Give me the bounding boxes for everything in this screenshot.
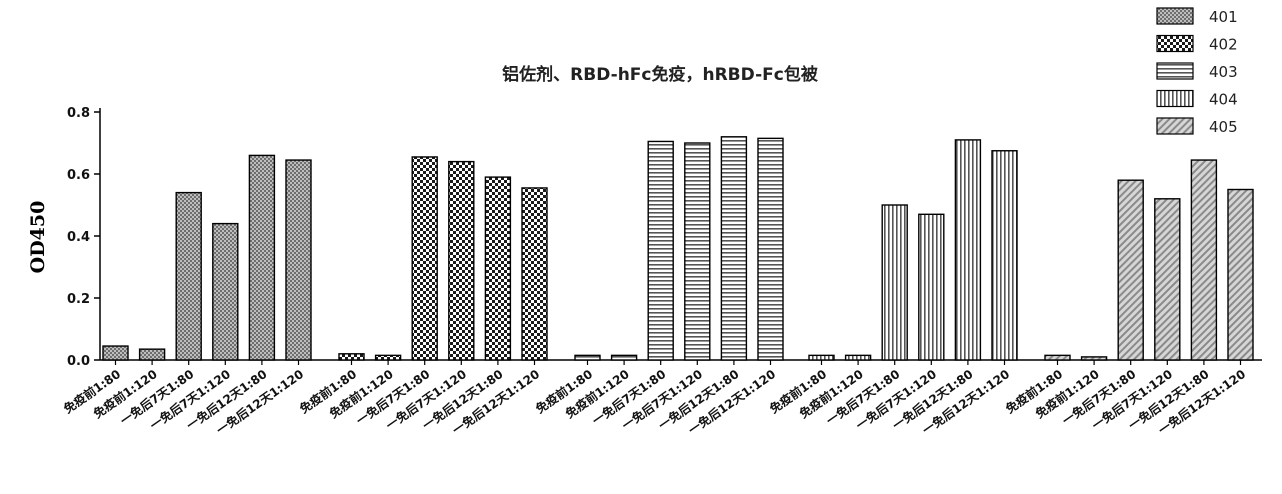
legend-swatch: [1156, 62, 1194, 80]
series-404: [808, 139, 1018, 361]
bar-405-3: [1117, 179, 1144, 361]
bar-405-5: [1190, 159, 1218, 361]
bar-401-5: [248, 154, 276, 361]
y-tick-label: 0.4: [67, 230, 90, 245]
series-403: [574, 136, 784, 361]
bar-404-2: [844, 354, 872, 361]
bar-402-4: [448, 160, 475, 361]
legend-label: 401: [1209, 8, 1238, 26]
y-tick-label: 0.2: [67, 292, 90, 307]
category-labels: 免疫前1:80免疫前1:120一免后7天1:80一免后7天1:120一免后12天…: [61, 360, 1248, 437]
legend-item-403: 403: [1156, 62, 1238, 81]
legend-label: 402: [1209, 36, 1238, 54]
legend-item-402: 402: [1156, 34, 1238, 54]
chart-title: 铝佐剂、RBD-hFc免疫，hRBD-Fc包被: [502, 64, 818, 85]
bar-402-1: [338, 353, 365, 361]
legend-item-404: 404: [1156, 89, 1238, 109]
bar-403-6: [757, 137, 784, 361]
legend-swatch: [1156, 117, 1194, 135]
legend-label: 403: [1209, 63, 1238, 81]
bar-401-6: [285, 159, 312, 361]
legend-item-401: 401: [1156, 7, 1238, 26]
bar-403-1: [574, 354, 601, 361]
bar-405-6: [1227, 188, 1254, 361]
legend-label: 405: [1209, 118, 1238, 136]
y-tick-label: 0.8: [67, 106, 90, 121]
bars: [102, 136, 1254, 361]
bar-401-2: [138, 348, 166, 361]
bar-405-4: [1154, 198, 1181, 361]
legend-swatch: [1156, 89, 1194, 108]
bar-403-3: [647, 140, 674, 361]
bar-402-5: [484, 176, 512, 361]
bar-404-5: [954, 139, 982, 361]
bar-404-4: [918, 213, 945, 361]
bar-404-1: [808, 354, 835, 361]
legend-label: 404: [1209, 91, 1238, 109]
series-402: [338, 156, 548, 361]
legend-swatch: [1156, 34, 1194, 53]
bar-404-3: [881, 204, 908, 361]
series-401: [102, 154, 312, 361]
bar-403-5: [720, 136, 748, 361]
bar-405-1: [1044, 354, 1071, 361]
series-405: [1044, 159, 1254, 361]
bar-402-6: [521, 187, 548, 361]
bar-401-4: [212, 222, 239, 361]
bar-401-3: [175, 191, 202, 361]
y-tick-label: 0.6: [67, 168, 90, 183]
bar-403-2: [610, 354, 638, 361]
bar-404-6: [991, 150, 1018, 361]
y-axis-label: OD450: [27, 201, 49, 274]
bar-402-2: [374, 354, 402, 361]
bar-402-3: [411, 156, 438, 361]
y-tick-label: 0.0: [67, 354, 90, 369]
bar-405-2: [1080, 356, 1108, 361]
bar-401-1: [102, 345, 129, 361]
legend: 401 402 403 404 405: [1156, 7, 1238, 136]
legend-item-405: 405: [1156, 117, 1238, 136]
bar-403-4: [684, 142, 711, 361]
legend-swatch: [1156, 7, 1194, 25]
